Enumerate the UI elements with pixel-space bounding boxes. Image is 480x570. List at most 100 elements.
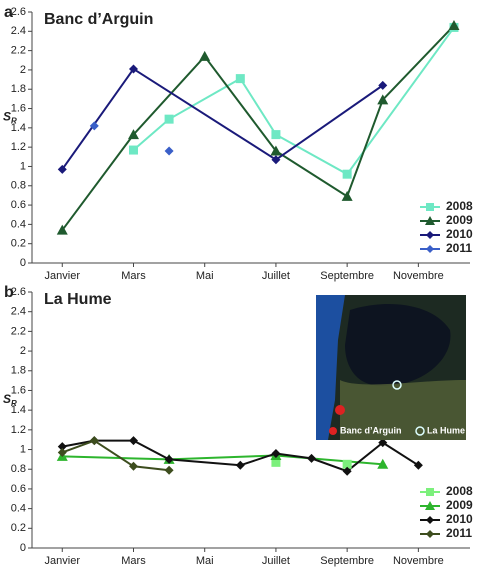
y-tick-label: 1.2	[11, 141, 26, 153]
y-tick-label: 0.4	[11, 218, 26, 230]
marker	[128, 461, 138, 471]
marker	[271, 457, 281, 467]
marker	[377, 94, 389, 105]
x-tick-label: Novembre	[393, 270, 444, 282]
y-tick-label: 1.6	[11, 384, 26, 396]
y-tick-label: 1	[20, 160, 26, 172]
legend-marker	[415, 426, 425, 436]
y-tick-label: 1.4	[11, 122, 26, 134]
marker	[56, 224, 68, 235]
y-tick-label: 2	[20, 64, 26, 76]
series-line	[61, 439, 170, 472]
y-tick-label: 1.6	[11, 102, 26, 114]
x-tick-label: Juillet	[262, 270, 290, 282]
legend-marker	[425, 216, 435, 225]
series-line	[62, 439, 419, 473]
chart-title: Banc d’Arguin	[44, 11, 153, 28]
y-tick-label: 2.4	[11, 306, 26, 318]
series-line	[61, 67, 384, 170]
marker	[57, 447, 67, 457]
panel-letter: b	[4, 284, 14, 301]
marker	[164, 454, 174, 464]
y-tick-label: 0.8	[11, 180, 26, 192]
marker	[235, 460, 245, 470]
y-tick-label: 0.6	[11, 483, 26, 495]
y-axis-label: SR	[3, 110, 17, 126]
marker	[413, 460, 423, 470]
marker	[127, 129, 139, 140]
legend-label: 2011	[446, 526, 472, 540]
x-tick-label: Mars	[121, 555, 146, 567]
x-tick-label: Janvier	[45, 270, 81, 282]
marker	[271, 448, 281, 458]
marker	[128, 64, 138, 74]
marker	[378, 438, 388, 448]
map-basin	[345, 304, 451, 386]
marker	[128, 145, 138, 155]
y-tick-label: 0	[20, 542, 26, 554]
y-tick-label: 2.6	[11, 6, 26, 18]
legend-marker	[425, 501, 435, 510]
legend-label: 2010	[446, 227, 473, 241]
y-tick-label: 1.4	[11, 404, 26, 416]
y-tick-label: 0.2	[11, 238, 26, 250]
legend-marker	[426, 488, 434, 496]
marker	[342, 459, 352, 469]
marker	[342, 466, 352, 476]
legend-marker	[426, 530, 434, 538]
site-marker	[335, 405, 345, 415]
marker	[199, 50, 211, 61]
y-tick-label: 2.4	[11, 25, 26, 37]
y-tick-label: 1.8	[11, 83, 26, 95]
panel-letter: a	[4, 4, 13, 21]
legend-label: 2008	[446, 199, 473, 213]
y-axis-label: SR	[3, 392, 17, 408]
marker	[57, 164, 67, 174]
x-tick-label: Novembre	[393, 555, 444, 567]
chart-title: La Hume	[44, 291, 112, 308]
legend-marker	[329, 427, 337, 435]
series-line	[62, 454, 383, 466]
legend-marker	[426, 231, 434, 239]
map-ocean	[316, 295, 345, 440]
marker	[164, 114, 174, 124]
marker	[89, 436, 99, 446]
y-axis-label-main: S	[3, 110, 11, 124]
y-tick-label: 0	[20, 257, 26, 269]
x-tick-label: Septembre	[320, 555, 374, 567]
marker	[271, 155, 281, 165]
y-tick-label: 2.6	[11, 286, 26, 298]
marker	[448, 20, 460, 31]
x-tick-label: Janvier	[45, 555, 81, 567]
legend-marker	[426, 245, 434, 253]
y-axis-label-sub: R	[11, 399, 17, 408]
map-land	[340, 380, 466, 440]
marker	[270, 145, 282, 156]
legend-label: 2009	[446, 213, 473, 227]
y-tick-label: 0.8	[11, 463, 26, 475]
marker	[341, 190, 353, 201]
y-tick-label: 2	[20, 345, 26, 357]
legend-label: 2011	[446, 241, 472, 255]
marker	[89, 121, 99, 131]
marker	[57, 442, 67, 452]
y-tick-label: 1.2	[11, 424, 26, 436]
series-line	[61, 24, 455, 231]
legend-marker	[426, 203, 434, 211]
y-tick-label: 1	[20, 443, 26, 455]
y-tick-label: 0.4	[11, 503, 26, 515]
x-tick-label: Septembre	[320, 270, 374, 282]
y-axis-label-main: S	[3, 392, 11, 406]
y-tick-label: 2.2	[11, 325, 26, 337]
marker	[378, 80, 388, 90]
legend-marker	[426, 516, 434, 524]
marker	[342, 169, 352, 179]
legend-label: 2008	[446, 484, 473, 498]
x-tick-label: Mai	[196, 270, 214, 282]
map-label: La Hume	[427, 425, 465, 435]
inset-map: Banc d’Arguin La Hume	[316, 295, 466, 440]
legend-label: 2009	[446, 498, 473, 512]
x-tick-label: Mai	[196, 555, 214, 567]
marker	[164, 146, 174, 156]
